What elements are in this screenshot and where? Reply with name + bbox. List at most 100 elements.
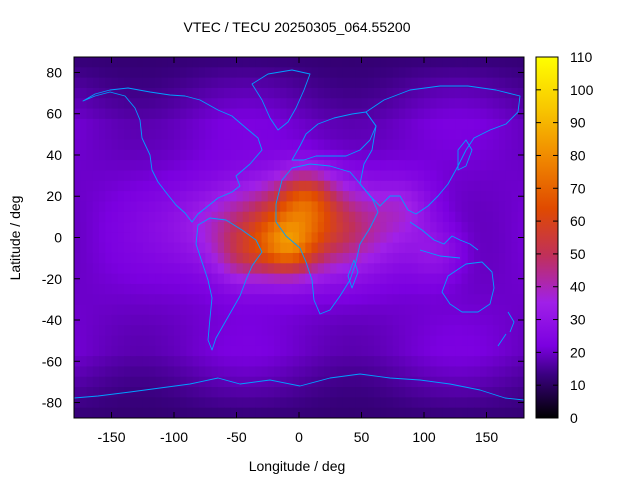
heatmap-cell [386,273,394,285]
heatmap-cell [217,180,225,192]
heatmap-cell [487,418,494,429]
heatmap-cell [286,376,294,388]
heatmap-cell [386,294,394,306]
heatmap-cell [299,170,306,182]
heatmap-cell [374,418,381,429]
heatmap-cell [342,232,350,244]
heatmap-cell [486,191,494,202]
heatmap-cell [486,325,494,337]
heatmap-cell [455,314,463,326]
heatmap-cell [386,222,394,233]
heatmap-cell [461,211,469,223]
heatmap-cell [280,283,288,295]
heatmap-cell [461,283,469,295]
heatmap-cell [211,118,219,130]
heatmap-cell [367,387,375,398]
heatmap-cell [424,108,431,120]
heatmap-cell [92,149,100,161]
heatmap-cell [117,108,125,120]
heatmap-cell [430,263,438,275]
heatmap-cell [86,129,94,141]
heatmap-cell [199,232,206,244]
heatmap-cell [249,325,256,337]
heatmap-cell [324,57,331,68]
heatmap-cell [155,180,163,192]
heatmap-cell [442,67,450,79]
heatmap-cell [442,397,450,409]
heatmap-cell [474,263,481,275]
heatmap-cell [124,118,131,130]
heatmap-cell [287,418,294,429]
heatmap-cell [286,57,294,68]
heatmap-cell [192,57,200,68]
heatmap-cell [174,304,181,316]
heatmap-cell [517,160,524,172]
heatmap-cell [392,366,400,378]
heatmap-cell [167,77,175,89]
heatmap-cell [105,201,113,213]
heatmap-cell [211,160,219,172]
heatmap-cell [474,407,481,418]
heatmap-cell [236,232,244,244]
heatmap-cell [274,356,281,368]
heatmap-cell [136,376,144,388]
heatmap-cell [111,139,119,151]
heatmap-cell [280,335,288,347]
heatmap-cell [430,345,438,357]
heatmap-cell [86,366,94,378]
heatmap-cell [430,211,438,223]
heatmap-cell [274,57,281,68]
heatmap-cell [74,57,81,68]
heatmap-cell [355,273,363,285]
heatmap-cell [249,201,256,213]
heatmap-cell [399,345,406,357]
heatmap-cell [480,108,488,120]
heatmap-cell [161,98,169,110]
heatmap-cell [455,294,463,306]
heatmap-cell [92,191,100,202]
heatmap-cell [392,263,400,275]
heatmap-cell [105,211,113,223]
heatmap-cell [505,387,513,398]
heatmap-cell [267,139,275,151]
heatmap-cell [305,211,313,223]
heatmap-cell [130,211,138,223]
heatmap-cell [174,273,181,285]
heatmap-cell [305,129,313,141]
heatmap-cell [199,160,206,172]
heatmap-cell [461,191,469,202]
heatmap-cell [492,77,500,89]
x-tick-label: 50 [354,429,370,445]
heatmap-cell [449,418,456,429]
heatmap-cell [455,211,463,223]
heatmap-cell [180,418,187,429]
heatmap-cell [436,180,444,192]
heatmap-cell [486,407,494,418]
heatmap-cell [499,397,506,409]
heatmap-cell [286,149,294,161]
heatmap-cell [230,108,238,120]
heatmap-cell [355,283,363,295]
heatmap-cell [186,242,194,254]
heatmap-cell [124,304,131,316]
heatmap-cell [205,139,213,151]
heatmap-cell [217,345,225,357]
heatmap-cell [317,335,325,347]
heatmap-cell [305,376,313,388]
heatmap-cell [380,211,388,223]
heatmap-cell [167,129,175,141]
heatmap-cell [305,201,313,213]
heatmap-cell [467,314,475,326]
heatmap-cell [449,108,456,120]
heatmap-cell [174,252,181,264]
heatmap-cell [392,252,400,264]
heatmap-cell [130,397,138,409]
heatmap-cell [92,108,100,120]
heatmap-cell [480,283,488,295]
heatmap-cell [80,273,88,285]
heatmap-cell [292,304,300,316]
heatmap-cell [99,252,106,264]
heatmap-cell [267,325,275,337]
heatmap-cell [417,242,425,254]
